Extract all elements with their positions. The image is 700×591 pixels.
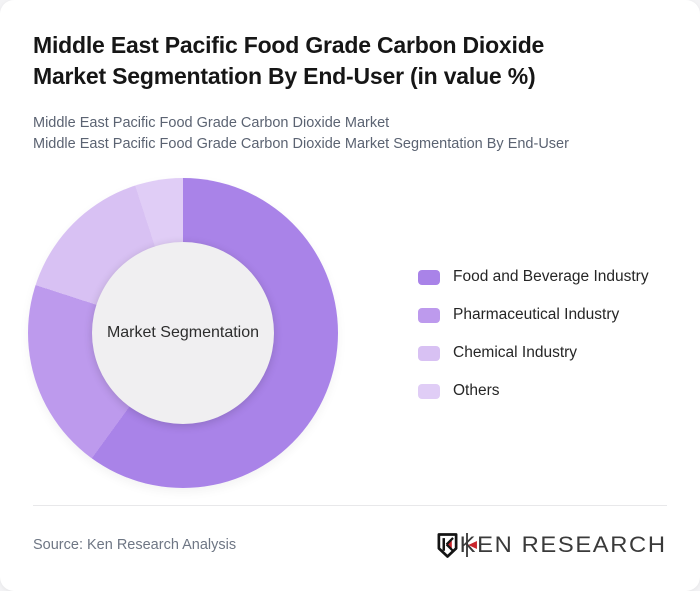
legend-swatch bbox=[418, 383, 440, 399]
ken-research-shield-icon bbox=[436, 532, 459, 559]
legend-label: Food and Beverage Industry bbox=[453, 268, 649, 285]
chart-subtitles: Middle East Pacific Food Grade Carbon Di… bbox=[33, 113, 569, 155]
donut-center: Market Segmentation bbox=[92, 242, 274, 424]
chart-subtitle-line2: Middle East Pacific Food Grade Carbon Di… bbox=[33, 136, 569, 152]
ken-research-logo: K EN RESEARCH bbox=[436, 532, 667, 559]
donut-chart: Market Segmentation bbox=[28, 178, 338, 488]
logo-brand-rest: EN RESEARCH bbox=[477, 532, 667, 557]
logo-letter-k: K bbox=[460, 532, 478, 557]
legend-item: Food and Beverage Industry bbox=[418, 258, 649, 296]
footer: Source: Ken Research Analysis K EN RESEAR… bbox=[33, 521, 667, 569]
logo-red-arrow-icon bbox=[468, 540, 478, 549]
logo-divider bbox=[465, 533, 469, 557]
legend-item: Pharmaceutical Industry bbox=[418, 296, 649, 334]
legend-item: Others bbox=[418, 372, 649, 410]
legend-label: Pharmaceutical Industry bbox=[453, 306, 620, 323]
legend-swatch bbox=[418, 269, 440, 285]
legend-swatch bbox=[418, 307, 440, 323]
legend-swatch bbox=[418, 345, 440, 361]
logo-wordmark: K EN RESEARCH bbox=[460, 532, 667, 558]
legend: Food and Beverage Industry Pharmaceutica… bbox=[418, 258, 649, 410]
legend-label: Chemical Industry bbox=[453, 344, 578, 361]
source-note: Source: Ken Research Analysis bbox=[33, 537, 237, 553]
legend-item: Chemical Industry bbox=[418, 334, 649, 372]
chart-subtitle-line1: Middle East Pacific Food Grade Carbon Di… bbox=[33, 115, 390, 131]
footer-divider bbox=[33, 505, 667, 506]
page-title: Middle East Pacific Food Grade Carbon Di… bbox=[33, 32, 545, 89]
legend-label: Others bbox=[453, 382, 500, 399]
donut-center-label: Market Segmentation bbox=[106, 324, 260, 341]
